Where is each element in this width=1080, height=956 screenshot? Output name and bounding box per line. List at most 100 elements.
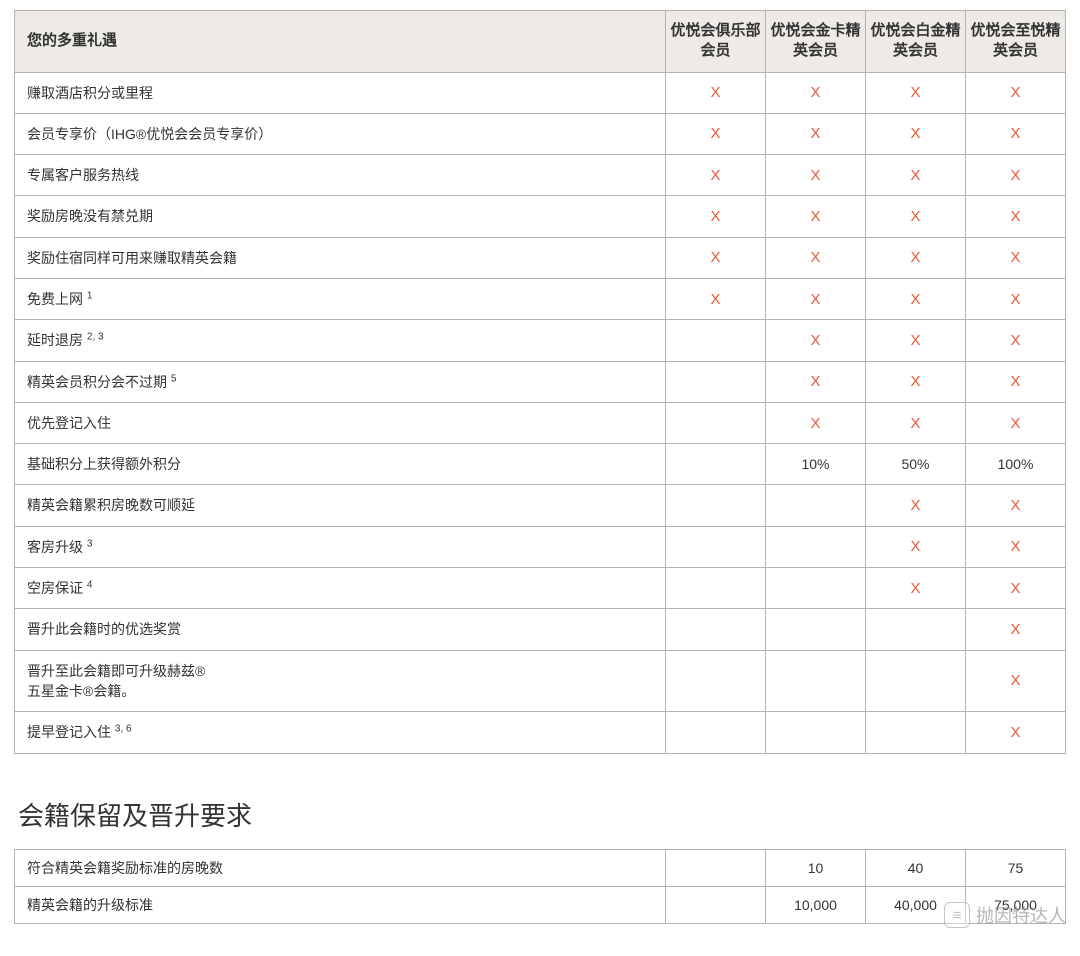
tier-header: 优悦会至悦精英会员 — [966, 11, 1066, 73]
benefit-cell: X — [966, 485, 1066, 526]
check-icon: X — [910, 580, 920, 597]
benefit-cell — [666, 444, 766, 485]
benefit-label: 赚取酒店积分或里程 — [15, 72, 666, 113]
requirement-cell: 10 — [766, 849, 866, 886]
table-row: 延时退房 2, 3XXX — [15, 320, 1066, 361]
check-icon: X — [710, 208, 720, 225]
benefit-cell — [766, 526, 866, 567]
check-icon: X — [810, 84, 820, 101]
check-icon: X — [1010, 125, 1020, 142]
check-icon: X — [1010, 249, 1020, 266]
check-icon: X — [1010, 167, 1020, 184]
requirements-table-body: 符合精英会籍奖励标准的房晚数104075精英会籍的升级标准10,00040,00… — [15, 849, 1066, 924]
benefit-cell: X — [966, 568, 1066, 609]
benefit-cell: 10% — [766, 444, 866, 485]
benefit-cell: X — [766, 320, 866, 361]
check-icon: X — [1010, 415, 1020, 432]
benefit-cell — [766, 568, 866, 609]
benefit-cell: X — [666, 113, 766, 154]
check-icon: X — [910, 208, 920, 225]
requirement-cell: 10,000 — [766, 886, 866, 923]
check-icon: X — [710, 84, 720, 101]
benefit-label: 空房保证 4 — [15, 568, 666, 609]
table-row: 免费上网 1XXXX — [15, 278, 1066, 319]
benefit-cell: X — [766, 196, 866, 237]
check-icon: X — [1010, 373, 1020, 390]
requirement-cell — [666, 886, 766, 923]
check-icon: X — [1010, 538, 1020, 555]
tier-header: 优悦会金卡精英会员 — [766, 11, 866, 73]
table-row: 会员专享价（IHG®优悦会会员专享价）XXXX — [15, 113, 1066, 154]
benefit-cell — [666, 609, 766, 650]
table-row: 专属客户服务热线XXXX — [15, 155, 1066, 196]
benefit-label: 优先登记入住 — [15, 402, 666, 443]
benefit-cell: X — [966, 278, 1066, 319]
table-row: 空房保证 4 X X — [15, 568, 1066, 609]
benefits-table-head: 您的多重礼遇优悦会俱乐部会员优悦会金卡精英会员优悦会白金精英会员优悦会至悦精英会… — [15, 11, 1066, 73]
benefit-cell: X — [966, 237, 1066, 278]
check-icon: X — [1010, 497, 1020, 514]
check-icon: X — [810, 373, 820, 390]
check-icon: X — [910, 373, 920, 390]
benefit-label: 延时退房 2, 3 — [15, 320, 666, 361]
benefit-cell: X — [966, 609, 1066, 650]
benefit-cell: X — [966, 72, 1066, 113]
benefit-cell — [866, 609, 966, 650]
benefit-label: 奖励房晚没有禁兑期 — [15, 196, 666, 237]
benefit-label: 奖励住宿同样可用来赚取精英会籍 — [15, 237, 666, 278]
table-row: 奖励住宿同样可用来赚取精英会籍XXXX — [15, 237, 1066, 278]
check-icon: X — [1010, 580, 1020, 597]
check-icon: X — [810, 332, 820, 349]
benefit-cell: X — [866, 278, 966, 319]
benefit-cell: X — [866, 113, 966, 154]
benefit-cell — [666, 402, 766, 443]
benefit-cell — [666, 485, 766, 526]
benefit-cell: X — [866, 402, 966, 443]
requirements-title: 会籍保留及晋升要求 — [18, 796, 1066, 833]
benefit-cell: X — [866, 485, 966, 526]
benefit-label: 提早登记入住 3, 6 — [15, 712, 666, 753]
benefit-label: 专属客户服务热线 — [15, 155, 666, 196]
benefit-label: 会员专享价（IHG®优悦会会员专享价） — [15, 113, 666, 154]
check-icon: X — [910, 249, 920, 266]
benefits-table: 您的多重礼遇优悦会俱乐部会员优悦会金卡精英会员优悦会白金精英会员优悦会至悦精英会… — [14, 10, 1066, 754]
requirement-cell: 40 — [866, 849, 966, 886]
table-row: 赚取酒店积分或里程 X X X X — [15, 72, 1066, 113]
benefits-table-body: 赚取酒店积分或里程XXXX会员专享价（IHG®优悦会会员专享价）XXXX专属客户… — [15, 72, 1066, 753]
benefit-cell: 100% — [966, 444, 1066, 485]
benefit-cell: X — [666, 237, 766, 278]
benefit-cell: X — [966, 402, 1066, 443]
benefit-cell: X — [966, 650, 1066, 712]
benefit-label: 精英会员积分会不过期 5 — [15, 361, 666, 402]
check-icon: X — [710, 125, 720, 142]
benefit-cell: X — [766, 155, 866, 196]
benefit-cell: X — [966, 526, 1066, 567]
check-icon: X — [910, 332, 920, 349]
benefit-cell: X — [766, 361, 866, 402]
benefit-cell: X — [866, 196, 966, 237]
benefit-cell — [666, 361, 766, 402]
benefit-label: 晋升至此会籍即可升级赫兹®五星金卡®会籍。 — [15, 650, 666, 712]
benefit-cell — [666, 526, 766, 567]
benefit-cell: 50% — [866, 444, 966, 485]
benefit-cell: X — [666, 196, 766, 237]
check-icon: X — [910, 538, 920, 555]
check-icon: X — [1010, 84, 1020, 101]
table-row: 提早登记入住 3, 6X — [15, 712, 1066, 753]
check-icon: X — [910, 125, 920, 142]
check-icon: X — [910, 497, 920, 514]
benefit-cell — [766, 609, 866, 650]
table-row: 精英会员积分会不过期 5 X X X — [15, 361, 1066, 402]
benefit-cell — [766, 485, 866, 526]
benefit-cell: X — [866, 72, 966, 113]
check-icon: X — [810, 167, 820, 184]
check-icon: X — [910, 84, 920, 101]
check-icon: X — [810, 415, 820, 432]
requirement-label: 精英会籍的升级标准 — [15, 886, 666, 923]
benefit-cell — [766, 712, 866, 753]
check-icon: X — [710, 249, 720, 266]
benefit-cell — [866, 712, 966, 753]
table-row: 晋升此会籍时的优选奖赏X — [15, 609, 1066, 650]
benefit-cell: X — [666, 278, 766, 319]
check-icon: X — [1010, 621, 1020, 638]
